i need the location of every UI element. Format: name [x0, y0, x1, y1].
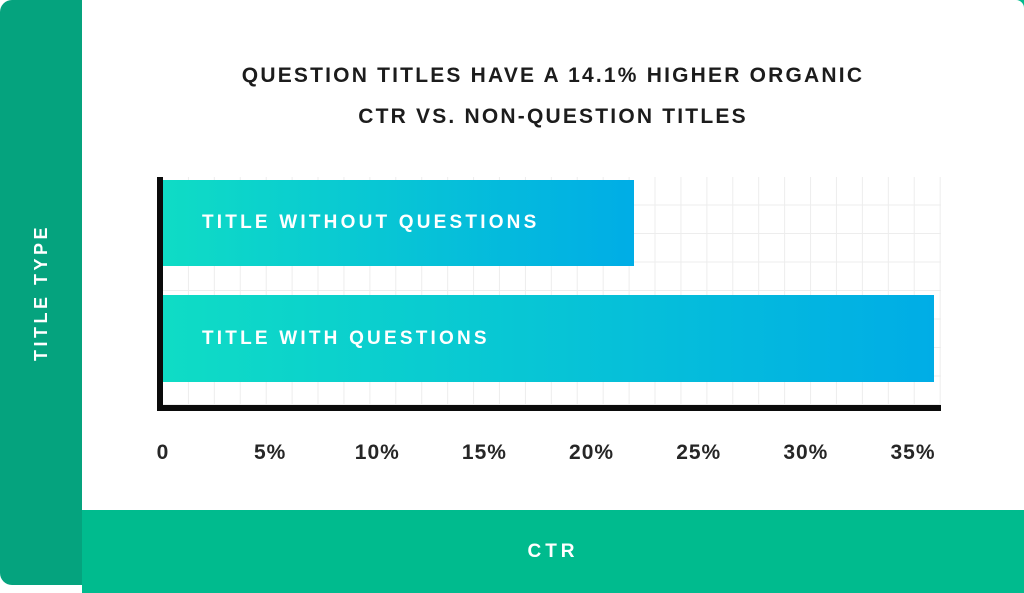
- chart-title-line-1: QUESTION TITLES HAVE A 14.1% HIGHER ORGA…: [241, 64, 865, 87]
- x-tick-35: 35%: [890, 441, 936, 464]
- chart-title: QUESTION TITLES HAVE A 14.1% HIGHER ORGA…: [82, 0, 1024, 137]
- x-tick-20: 20%: [569, 441, 615, 464]
- x-tick-5: 5%: [253, 441, 287, 464]
- bar-title-with-questions: TITLE WITH QUESTIONS: [163, 295, 935, 382]
- x-tick-30: 30%: [783, 441, 829, 464]
- x-axis-title: CTR: [527, 540, 579, 562]
- bar-title-without-questions: TITLE WITHOUT QUESTIONS: [163, 180, 635, 266]
- x-tick-25: 25%: [676, 441, 722, 464]
- bar-label-without-questions: TITLE WITHOUT QUESTIONS: [202, 212, 540, 233]
- bar-label-with-questions: TITLE WITH QUESTIONS: [202, 327, 490, 349]
- x-axis-band: CTR: [82, 510, 1024, 593]
- x-tick-0: 0: [156, 441, 170, 464]
- y-axis-band: TITLE TYPE: [0, 0, 82, 585]
- plot-area: TITLE WITHOUT QUESTIONS TITLE WITH QUEST…: [157, 177, 941, 411]
- x-tick-10: 10%: [354, 441, 400, 464]
- x-axis-tick-labels: 0 5% 10% 15% 20% 25% 30% 35%: [157, 441, 941, 467]
- chart-card: QUESTION TITLES HAVE A 14.1% HIGHER ORGA…: [82, 0, 1024, 510]
- x-tick-15: 15%: [461, 441, 507, 464]
- chart-title-line-2: CTR VS. NON-QUESTION TITLES: [358, 105, 748, 128]
- y-axis-title: TITLE TYPE: [30, 223, 51, 361]
